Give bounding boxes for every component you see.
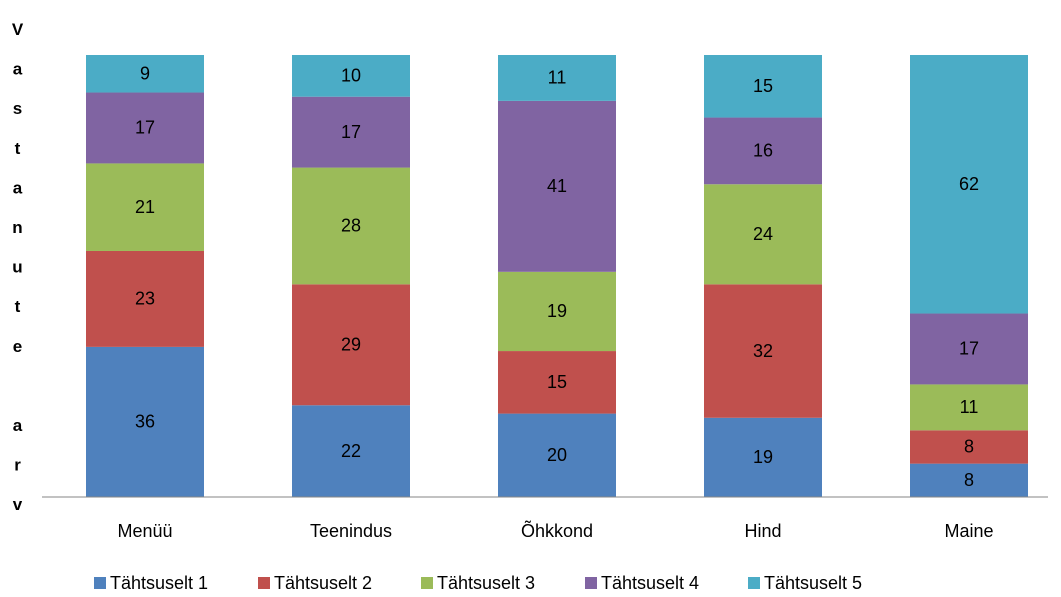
- data-label: 15: [547, 372, 567, 392]
- data-label: 9: [140, 64, 150, 84]
- bar-segment: [292, 167, 410, 285]
- bar-segment: [910, 55, 1028, 314]
- data-label: 8: [964, 470, 974, 490]
- legend-label: Tähtsuselt 5: [764, 573, 862, 593]
- y-axis-label: Vastanute arv: [8, 20, 27, 535]
- bar-segment: [86, 250, 204, 347]
- legend-label: Tähtsuselt 2: [274, 573, 372, 593]
- legend-label: Tähtsuselt 3: [437, 573, 535, 593]
- bar-segment: [498, 413, 616, 497]
- x-tick-label: Õhkkond: [521, 520, 593, 541]
- legend-swatch: [258, 577, 270, 589]
- data-label: 11: [548, 68, 567, 88]
- legend-swatch: [421, 577, 433, 589]
- bar-segment: [498, 55, 616, 101]
- data-label: 20: [547, 445, 567, 465]
- bar-segment: [292, 284, 410, 406]
- data-label: 62: [959, 174, 979, 194]
- bar-segment: [910, 430, 1028, 464]
- bar-segment: [704, 284, 822, 418]
- bar-segment: [292, 55, 410, 97]
- bar-segment: [498, 271, 616, 352]
- legend-swatch: [748, 577, 760, 589]
- data-label: 10: [341, 66, 361, 86]
- legend-swatch: [94, 577, 106, 589]
- data-label: 19: [547, 301, 567, 321]
- legend-label: Tähtsuselt 4: [601, 573, 699, 593]
- data-label: 41: [547, 176, 567, 196]
- bar-segment: [86, 92, 204, 164]
- legend-label: Tähtsuselt 1: [110, 573, 208, 593]
- data-label: 16: [753, 141, 773, 161]
- bar-segment: [86, 346, 204, 497]
- bar-segment: [498, 100, 616, 272]
- bar-segment: [498, 351, 616, 414]
- data-label: 28: [341, 216, 361, 236]
- bar-segment: [86, 163, 204, 251]
- data-label: 8: [964, 437, 974, 457]
- bar-segment: [704, 184, 822, 285]
- data-label: 32: [753, 341, 773, 361]
- data-label: 17: [959, 339, 979, 359]
- bar-segment: [86, 55, 204, 93]
- x-tick-label: Menüü: [117, 521, 172, 541]
- bar-segment: [910, 384, 1028, 431]
- data-label: 11: [960, 397, 979, 417]
- data-label: 23: [135, 289, 155, 309]
- bar-segment: [910, 463, 1028, 497]
- bar-segment: [704, 55, 822, 118]
- x-tick-label: Teenindus: [310, 521, 392, 541]
- data-label: 17: [341, 122, 361, 142]
- data-label: 36: [135, 412, 155, 432]
- data-label: 17: [135, 118, 155, 138]
- data-label: 22: [341, 441, 361, 461]
- bar-segment: [910, 313, 1028, 385]
- data-label: 21: [135, 197, 155, 217]
- bar-segment: [292, 405, 410, 497]
- data-label: 29: [341, 335, 361, 355]
- x-tick-label: Hind: [744, 521, 781, 541]
- data-label: 15: [753, 76, 773, 96]
- bar-segment: [704, 417, 822, 497]
- bar-segment: [292, 96, 410, 168]
- legend-swatch: [585, 577, 597, 589]
- data-label: 19: [753, 447, 773, 467]
- x-tick-label: Maine: [944, 521, 993, 541]
- data-label: 24: [753, 224, 773, 244]
- bar-segment: [704, 117, 822, 185]
